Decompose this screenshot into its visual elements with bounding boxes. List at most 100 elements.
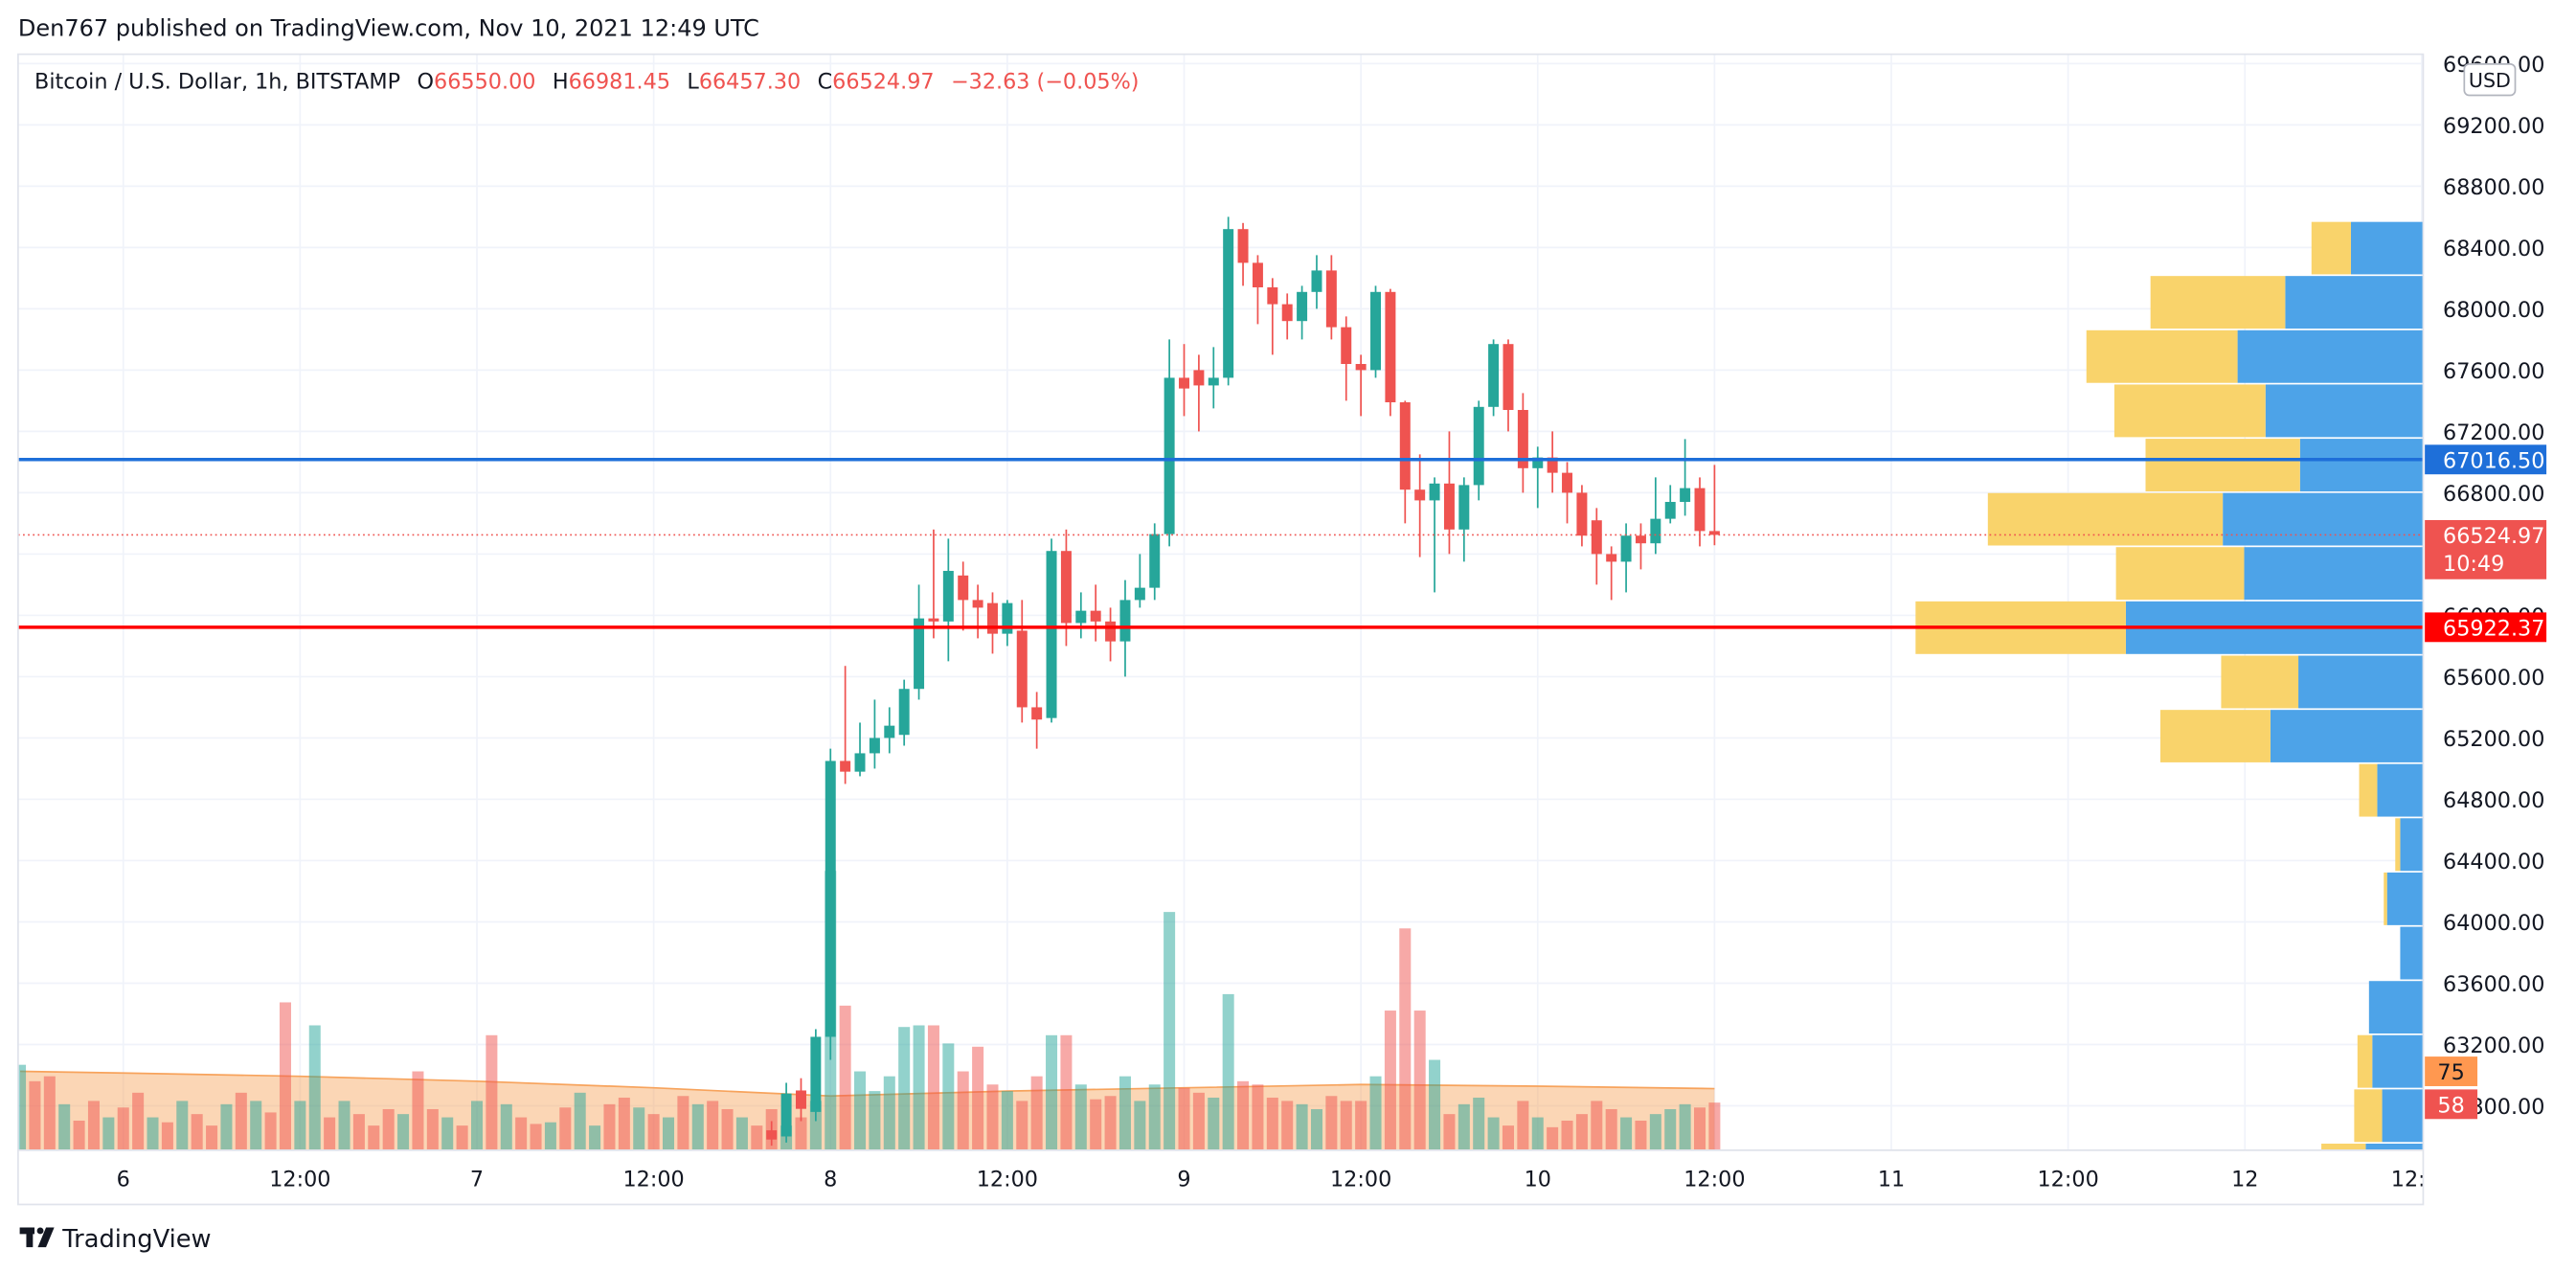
volume-bar [235, 1092, 247, 1150]
x-tick-label: 6 [117, 1168, 130, 1192]
candle-body [972, 600, 983, 608]
candle-body [1105, 621, 1117, 642]
profile-up-bar [2299, 439, 2424, 492]
candle-body [1443, 483, 1455, 530]
candle-body [1046, 551, 1057, 718]
profile-up-bar [2237, 329, 2424, 383]
candle-body [1297, 291, 1308, 322]
y-tick-label: 63600.00 [2443, 972, 2544, 997]
candle-body [1399, 402, 1411, 490]
volume-bar [1457, 1103, 1470, 1150]
volume-bar [1119, 1076, 1131, 1150]
x-axis: 6 12:00 7 12:00 8 12:00 9 12:00 10 12:00 11 12:00 12… [117, 1168, 2452, 1192]
candle-body [1223, 229, 1234, 378]
header: Den767 published on TradingView.com, Nov… [18, 15, 759, 42]
volume-bar [352, 1114, 365, 1150]
footer: TradingView [61, 1225, 211, 1254]
volume-bar [486, 1034, 498, 1150]
candle-body [1075, 610, 1087, 624]
volume-bar [1340, 1101, 1352, 1150]
profile-up-bar [2285, 276, 2424, 329]
x-tick-label: 12:00 [2038, 1168, 2099, 1192]
volume-bar [1399, 928, 1412, 1150]
volume-bar [942, 1043, 955, 1150]
volume-bar [1487, 1117, 1500, 1150]
profile-up-bar [2350, 221, 2424, 275]
x-tick-label: 8 [824, 1168, 837, 1192]
candle-body [1281, 304, 1293, 322]
x-tick-label: 12:00 [2391, 1168, 2452, 1192]
volume-bar [1104, 1096, 1117, 1150]
logo-part [26, 1227, 34, 1248]
volume-bar [147, 1117, 159, 1150]
y-tick-label: 67600.00 [2443, 359, 2544, 384]
price-label: 65922.37 [2443, 616, 2544, 641]
volume-bar [1192, 1092, 1205, 1150]
volume-bar [102, 1117, 115, 1150]
volume-bar [986, 1084, 999, 1150]
volume-bar [1369, 1076, 1382, 1150]
x-tick-label: 9 [1177, 1168, 1190, 1192]
volume-bar [58, 1103, 71, 1150]
legend-key: C [818, 70, 833, 95]
x-tick-label: 12:00 [977, 1168, 1038, 1192]
candle-body [1090, 610, 1101, 622]
volume-bar [1296, 1103, 1308, 1150]
currency: USD [2469, 69, 2511, 92]
legend-value: 66457.30 [699, 70, 801, 95]
logo-part [36, 1227, 44, 1235]
volume-bar [1134, 1101, 1146, 1150]
x-tick-label: 11 [1878, 1168, 1905, 1192]
candle-body [854, 753, 866, 772]
profile-down-bar [2115, 547, 2245, 601]
volume-bar [677, 1096, 689, 1150]
candle-body [1267, 286, 1278, 305]
candle-body [1179, 377, 1189, 389]
volume-bar [1252, 1084, 1264, 1150]
volume-bar [1074, 1084, 1087, 1150]
profile-down-bar [2384, 872, 2387, 925]
profile-down-bar [2150, 276, 2286, 329]
profile-up-bar [2365, 1143, 2424, 1150]
volume-bar [279, 1002, 291, 1150]
profile-down-bar [2159, 710, 2271, 762]
volume-bar [132, 1092, 145, 1150]
volume-bar [1649, 1114, 1661, 1150]
volume-bar [927, 1025, 939, 1150]
volume-bar [735, 1117, 748, 1150]
candle-body [1635, 535, 1646, 544]
y-tick-label: 65200.00 [2443, 727, 2544, 752]
volume-bar [1266, 1097, 1278, 1150]
profile-up-bar [2270, 710, 2424, 762]
y-tick-label: 68400.00 [2443, 237, 2544, 261]
candle-body [1252, 262, 1263, 287]
candle-body [1193, 370, 1205, 386]
legend: Bitcoin / U.S. Dollar, 1h, BITSTAMP O665… [34, 70, 1139, 95]
volume-bar [1090, 1099, 1102, 1150]
candle-body [780, 1093, 792, 1137]
candle-body [1119, 600, 1131, 642]
candle-body [1532, 457, 1544, 468]
y-tick-label: 64000.00 [2443, 911, 2544, 936]
volume-bar [441, 1117, 454, 1150]
volume-label-box [2425, 1089, 2478, 1120]
candle-body [1517, 410, 1528, 468]
candle-body [1325, 270, 1337, 328]
candle-body [766, 1130, 778, 1140]
volume-bar [1148, 1084, 1161, 1150]
volume-bar [1208, 1097, 1220, 1150]
profile-down-bar [2395, 818, 2401, 872]
volume-bar [117, 1107, 129, 1150]
volume-bar [161, 1122, 173, 1150]
volume-bar [1046, 1034, 1058, 1150]
volume-bar [368, 1125, 380, 1150]
countdown: 10:49 [2443, 552, 2504, 577]
x-tick-label: 10 [1525, 1168, 1551, 1192]
volume-bar [1413, 1011, 1426, 1150]
profile-up-bar [2382, 1089, 2424, 1143]
logo [19, 1227, 55, 1248]
candle-body [1547, 457, 1558, 473]
price-label-box [2425, 444, 2547, 475]
volume-bar [1222, 993, 1234, 1150]
y-tick-label: 66800.00 [2443, 482, 2544, 507]
